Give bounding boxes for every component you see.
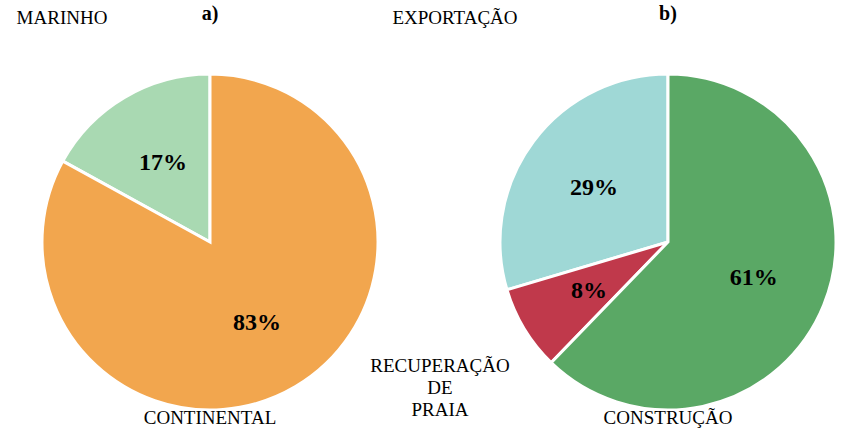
svg-text:EXPORTAÇÃO: EXPORTAÇÃO (392, 7, 517, 28)
svg-text:MARINHO: MARINHO (17, 7, 108, 28)
svg-text:17%: 17% (139, 149, 187, 175)
svg-text:61%: 61% (730, 264, 778, 290)
svg-text:CONSTRUÇÃO: CONSTRUÇÃO (604, 407, 733, 428)
svg-text:CONTINENTAL: CONTINENTAL (144, 407, 277, 428)
svg-text:RECUPERAÇÃODEPRAIA: RECUPERAÇÃODEPRAIA (370, 355, 509, 420)
svg-text:b): b) (659, 2, 677, 25)
svg-text:83%: 83% (233, 309, 281, 335)
svg-text:29%: 29% (570, 174, 618, 200)
svg-text:8%: 8% (571, 277, 607, 303)
svg-text:a): a) (202, 2, 219, 25)
